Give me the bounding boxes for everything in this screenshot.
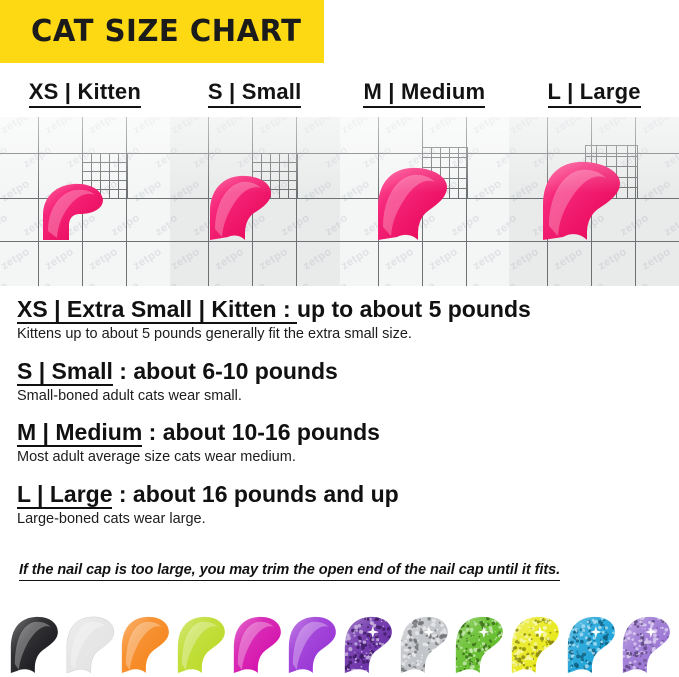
color-swatch-blue-glitter[interactable]: [563, 616, 619, 674]
grid-panel-m: zetpo zetpo zetpo zetpo zetpo zetpo zetpo zetpo…: [339, 117, 510, 286]
color-swatch-magenta[interactable]: [229, 616, 285, 674]
size-header-label: XS | Kitten: [28, 79, 141, 108]
trim-note: If the nail cap is too large, you may tr…: [19, 562, 560, 581]
gridlines: [0, 117, 170, 286]
nail-cap-l: [541, 161, 621, 241]
watermark-pattern: zetpo zetpo zetpo zetpo zetpo zetpo zetpo zetpo…: [339, 117, 510, 286]
color-swatch-silver-glitter[interactable]: [396, 616, 452, 674]
watermark-pattern: zetpo zetpo zetpo zetpo zetpo zetpo zetpo zetpo…: [509, 117, 679, 286]
watermark-pattern: zetpo zetpo zetpo zetpo zetpo zetpo zetpo zetpo…: [0, 117, 170, 286]
size-header-m: M | Medium: [340, 79, 510, 111]
size-header-xs: XS | Kitten: [0, 79, 170, 111]
grid-panel-xs: zetpo zetpo zetpo zetpo zetpo zetpo zetpo zetpo…: [0, 117, 170, 286]
watermark-pattern: zetpo zetpo zetpo zetpo zetpo zetpo zetpo zetpo…: [169, 117, 340, 286]
description-code: L | Large: [17, 480, 113, 509]
color-swatch-lavender-glitter[interactable]: [618, 616, 674, 674]
description-block-m: M | Medium : about 10-16 pounds Most adu…: [17, 419, 667, 467]
gridlines: [339, 117, 510, 286]
color-swatch-white[interactable]: [62, 616, 118, 674]
grid-panel-s: zetpo zetpo zetpo zetpo zetpo zetpo zetpo zetpo…: [169, 117, 340, 286]
size-descriptions: XS | Extra Small | Kitten : up to about …: [17, 296, 667, 542]
description-weight: : about 16 pounds and up: [112, 480, 399, 507]
title-banner: CAT SIZE CHART: [0, 0, 324, 63]
nail-cap-xs: [40, 183, 104, 241]
description-weight: : about 10-16 pounds: [142, 419, 380, 446]
color-swatch-lime-green[interactable]: [173, 616, 229, 674]
size-header-s: S | Small: [170, 79, 340, 111]
description-block-xs: XS | Extra Small | Kitten : up to about …: [17, 296, 667, 344]
size-header-l: L | Large: [509, 79, 679, 111]
page-title: CAT SIZE CHART: [31, 14, 302, 49]
color-swatch-purple-glitter[interactable]: [340, 616, 396, 674]
nail-cap-m: [376, 167, 448, 241]
color-swatch-row: [6, 612, 674, 674]
description-heading: XS | Extra Small | Kitten : up to about …: [17, 296, 667, 324]
description-weight: : about 6-10 pounds: [112, 357, 338, 384]
fine-measuring-grid: [421, 147, 468, 199]
gridlines: [509, 117, 679, 286]
grid-panel-l: zetpo zetpo zetpo zetpo zetpo zetpo zetpo zetpo…: [509, 117, 679, 286]
nail-cap-s: [208, 175, 272, 241]
description-code: S | Small: [17, 357, 113, 386]
size-column-headers: XS | Kitten S | Small M | Medium L | Lar…: [0, 79, 679, 111]
description-note: Kittens up to about 5 pounds generally f…: [17, 326, 412, 343]
size-header-label: M | Medium: [363, 79, 486, 108]
color-swatch-orange[interactable]: [117, 616, 173, 674]
fine-measuring-grid: [251, 153, 298, 199]
size-header-label: L | Large: [547, 79, 641, 108]
description-block-l: L | Large : about 16 pounds and up Large…: [17, 480, 667, 529]
fine-measuring-grid: [585, 145, 639, 199]
description-block-s: S | Small : about 6-10 pounds Small-bone…: [17, 357, 667, 406]
description-note: Large-boned cats wear large.: [17, 510, 206, 527]
description-code: XS | Extra Small | Kitten :: [17, 296, 297, 324]
color-swatch-yellow-glitter[interactable]: [507, 616, 563, 674]
size-header-label: S | Small: [207, 79, 302, 108]
description-heading: L | Large : about 16 pounds and up: [17, 480, 667, 509]
description-weight: up to about 5 pounds: [297, 296, 531, 322]
description-heading: M | Medium : about 10-16 pounds: [17, 419, 667, 448]
color-swatch-green-glitter[interactable]: [451, 616, 507, 674]
description-heading: S | Small : about 6-10 pounds: [17, 357, 667, 386]
size-comparison-grid: zetpo zetpo zetpo zetpo zetpo zetpo zetpo zetpo…: [0, 117, 679, 286]
description-code: M | Medium: [17, 419, 143, 448]
description-note: Small-boned adult cats wear small.: [17, 387, 242, 404]
color-swatch-purple[interactable]: [284, 616, 340, 674]
fine-measuring-grid: [82, 153, 128, 199]
color-swatch-black[interactable]: [6, 616, 62, 674]
description-note: Most adult average size cats wear medium…: [17, 449, 296, 466]
gridlines: [169, 117, 340, 286]
